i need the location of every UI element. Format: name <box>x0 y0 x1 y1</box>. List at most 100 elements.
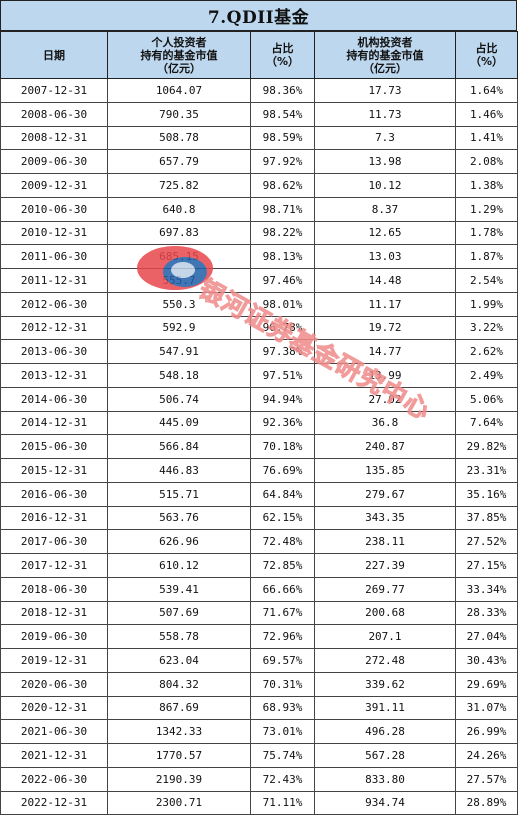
individual-ratio-cell: 97.46% <box>250 268 315 293</box>
institution-value-cell: 207.1 <box>314 624 456 649</box>
individual-ratio-cell: 72.43% <box>250 766 315 792</box>
header-individual-value: 个人投资者 持有的基金市值 （亿元） <box>107 31 251 79</box>
date-cell: 2013-12-31 <box>0 363 108 388</box>
table-row: 2022-06-30 2190.39 72.43% 833.80 27.57% <box>0 766 518 792</box>
date-cell: 2022-12-31 <box>0 790 108 816</box>
institution-value-cell: 240.87 <box>314 434 456 459</box>
individual-ratio-cell: 98.59% <box>250 125 315 151</box>
table-row: 2010-06-30 640.8 98.71% 8.37 1.29% <box>0 196 518 222</box>
date-cell: 2021-12-31 <box>0 743 108 768</box>
institution-value-cell: 833.80 <box>314 766 456 792</box>
individual-value-cell: 547.91 <box>107 339 251 364</box>
institution-value-cell: 14.77 <box>314 339 456 364</box>
institution-ratio-cell: 24.26% <box>455 743 518 768</box>
individual-value-cell: 566.84 <box>107 434 251 459</box>
institution-value-cell: 19.72 <box>314 315 456 341</box>
institution-ratio-cell: 31.07% <box>455 695 518 721</box>
individual-value-cell: 592.9 <box>107 315 251 341</box>
date-cell: 2010-06-30 <box>0 196 108 222</box>
individual-value-cell: 506.74 <box>107 386 251 412</box>
table-row: 2011-12-31 555.7 97.46% 14.48 2.54% <box>0 268 518 293</box>
header-date: 日期 <box>0 31 108 79</box>
table-row: 2014-06-30 506.74 94.94% 27.02 5.06% <box>0 386 518 412</box>
individual-value-cell: 2190.39 <box>107 766 251 792</box>
date-cell: 2017-12-31 <box>0 553 108 578</box>
date-cell: 2014-12-31 <box>0 410 108 436</box>
table-row: 2014-12-31 445.09 92.36% 36.8 7.64% <box>0 410 518 436</box>
institution-ratio-cell: 1.64% <box>455 78 518 103</box>
institution-value-cell: 13.99 <box>314 363 456 388</box>
institution-value-cell: 496.28 <box>314 719 456 744</box>
institution-value-cell: 13.98 <box>314 149 456 174</box>
institution-ratio-cell: 35.16% <box>455 481 518 507</box>
individual-value-cell: 790.35 <box>107 101 251 127</box>
individual-value-cell: 539.41 <box>107 576 251 602</box>
table-row: 2007-12-31 1064.07 98.36% 17.73 1.64% <box>0 78 518 103</box>
institution-ratio-cell: 7.64% <box>455 410 518 436</box>
individual-value-cell: 610.12 <box>107 553 251 578</box>
date-cell: 2016-12-31 <box>0 505 108 531</box>
individual-ratio-cell: 96.78% <box>250 315 315 341</box>
table-row: 2018-06-30 539.41 66.66% 269.77 33.34% <box>0 576 518 602</box>
institution-ratio-cell: 3.22% <box>455 315 518 341</box>
institution-value-cell: 14.48 <box>314 268 456 293</box>
individual-value-cell: 725.82 <box>107 173 251 198</box>
individual-value-cell: 445.09 <box>107 410 251 436</box>
table-row: 2017-06-30 626.96 72.48% 238.11 27.52% <box>0 529 518 554</box>
date-cell: 2010-12-31 <box>0 220 108 246</box>
individual-value-cell: 558.78 <box>107 624 251 649</box>
date-cell: 2011-06-30 <box>0 244 108 269</box>
table-header-row: 日期 个人投资者 持有的基金市值 （亿元） 占比 （%） 机构投资者 持有的基金… <box>0 31 518 79</box>
institution-ratio-cell: 37.85% <box>455 505 518 531</box>
date-cell: 2013-06-30 <box>0 339 108 364</box>
institution-value-cell: 227.39 <box>314 553 456 578</box>
institution-value-cell: 339.62 <box>314 671 456 697</box>
institution-value-cell: 12.65 <box>314 220 456 246</box>
individual-ratio-cell: 72.48% <box>250 529 315 554</box>
table-row: 2011-06-30 685.15 98.13% 13.03 1.87% <box>0 244 518 269</box>
institution-ratio-cell: 2.62% <box>455 339 518 364</box>
individual-value-cell: 446.83 <box>107 458 251 483</box>
date-cell: 2016-06-30 <box>0 481 108 507</box>
individual-value-cell: 563.76 <box>107 505 251 531</box>
table-row: 2021-12-31 1770.57 75.74% 567.28 24.26% <box>0 743 518 768</box>
institution-ratio-cell: 33.34% <box>455 576 518 602</box>
institution-ratio-cell: 1.41% <box>455 125 518 151</box>
institution-value-cell: 11.17 <box>314 291 456 317</box>
institution-value-cell: 391.11 <box>314 695 456 721</box>
date-cell: 2019-06-30 <box>0 624 108 649</box>
individual-ratio-cell: 75.74% <box>250 743 315 768</box>
institution-value-cell: 17.73 <box>314 78 456 103</box>
institution-value-cell: 934.74 <box>314 790 456 816</box>
institution-value-cell: 36.8 <box>314 410 456 436</box>
institution-value-cell: 8.37 <box>314 196 456 222</box>
institution-ratio-cell: 2.08% <box>455 149 518 174</box>
institution-ratio-cell: 29.82% <box>455 434 518 459</box>
table-row: 2021-06-30 1342.33 73.01% 496.28 26.99% <box>0 719 518 744</box>
individual-ratio-cell: 66.66% <box>250 576 315 602</box>
table-row: 2016-06-30 515.71 64.84% 279.67 35.16% <box>0 481 518 507</box>
individual-ratio-cell: 98.22% <box>250 220 315 246</box>
institution-ratio-cell: 23.31% <box>455 458 518 483</box>
header-institution-ratio: 占比 （%） <box>455 31 518 79</box>
individual-ratio-cell: 98.01% <box>250 291 315 317</box>
institution-value-cell: 7.3 <box>314 125 456 151</box>
individual-ratio-cell: 70.18% <box>250 434 315 459</box>
table-row: 2009-12-31 725.82 98.62% 10.12 1.38% <box>0 173 518 198</box>
individual-value-cell: 555.7 <box>107 268 251 293</box>
individual-ratio-cell: 72.96% <box>250 624 315 649</box>
date-cell: 2009-12-31 <box>0 173 108 198</box>
table-title: 7.QDII基金 <box>0 0 517 31</box>
date-cell: 2008-06-30 <box>0 101 108 127</box>
institution-ratio-cell: 1.29% <box>455 196 518 222</box>
individual-ratio-cell: 94.94% <box>250 386 315 412</box>
individual-ratio-cell: 98.36% <box>250 78 315 103</box>
institution-value-cell: 269.77 <box>314 576 456 602</box>
institution-ratio-cell: 28.33% <box>455 600 518 626</box>
institution-value-cell: 200.68 <box>314 600 456 626</box>
table-row: 2008-12-31 508.78 98.59% 7.3 1.41% <box>0 125 518 151</box>
date-cell: 2020-06-30 <box>0 671 108 697</box>
individual-value-cell: 1770.57 <box>107 743 251 768</box>
institution-value-cell: 27.02 <box>314 386 456 412</box>
